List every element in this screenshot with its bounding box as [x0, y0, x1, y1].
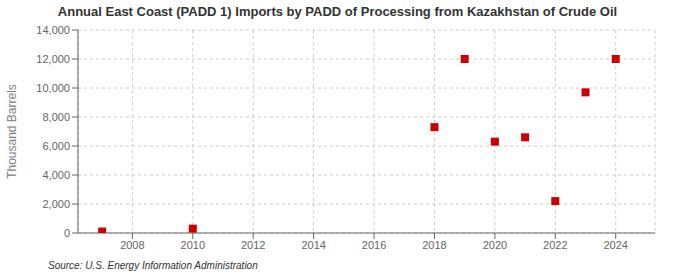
- html-text:Source: U.S. Energy Informatio: Source: U.S. Energy Information Administ…: [48, 260, 258, 271]
- svg-text:2016: 2016: [362, 239, 386, 251]
- svg-text:2012: 2012: [241, 239, 265, 251]
- svg-text:8,000: 8,000: [42, 111, 70, 123]
- svg-text:6,000: 6,000: [42, 140, 70, 152]
- svg-text:2008: 2008: [120, 239, 144, 251]
- svg-text:2014: 2014: [301, 239, 325, 251]
- svg-text:2022: 2022: [543, 239, 567, 251]
- svg-text:2018: 2018: [422, 239, 446, 251]
- svg-text:4,000: 4,000: [42, 169, 70, 181]
- svg-text:2,000: 2,000: [42, 198, 70, 210]
- svg-text:2010: 2010: [181, 239, 205, 251]
- svg-text:12,000: 12,000: [36, 53, 70, 65]
- svg-text:2024: 2024: [603, 239, 627, 251]
- svg-text:Thousand Barrels: Thousand Barrels: [8, 84, 19, 179]
- svg-text:10,000: 10,000: [36, 82, 70, 94]
- html-text:Annual East Coast (PADD 1) Imp: Annual East Coast (PADD 1) Imports by PA…: [57, 4, 618, 19]
- svg-text:14,000: 14,000: [36, 24, 70, 36]
- svg-text:0: 0: [64, 227, 70, 239]
- svg-text:2020: 2020: [483, 239, 507, 251]
